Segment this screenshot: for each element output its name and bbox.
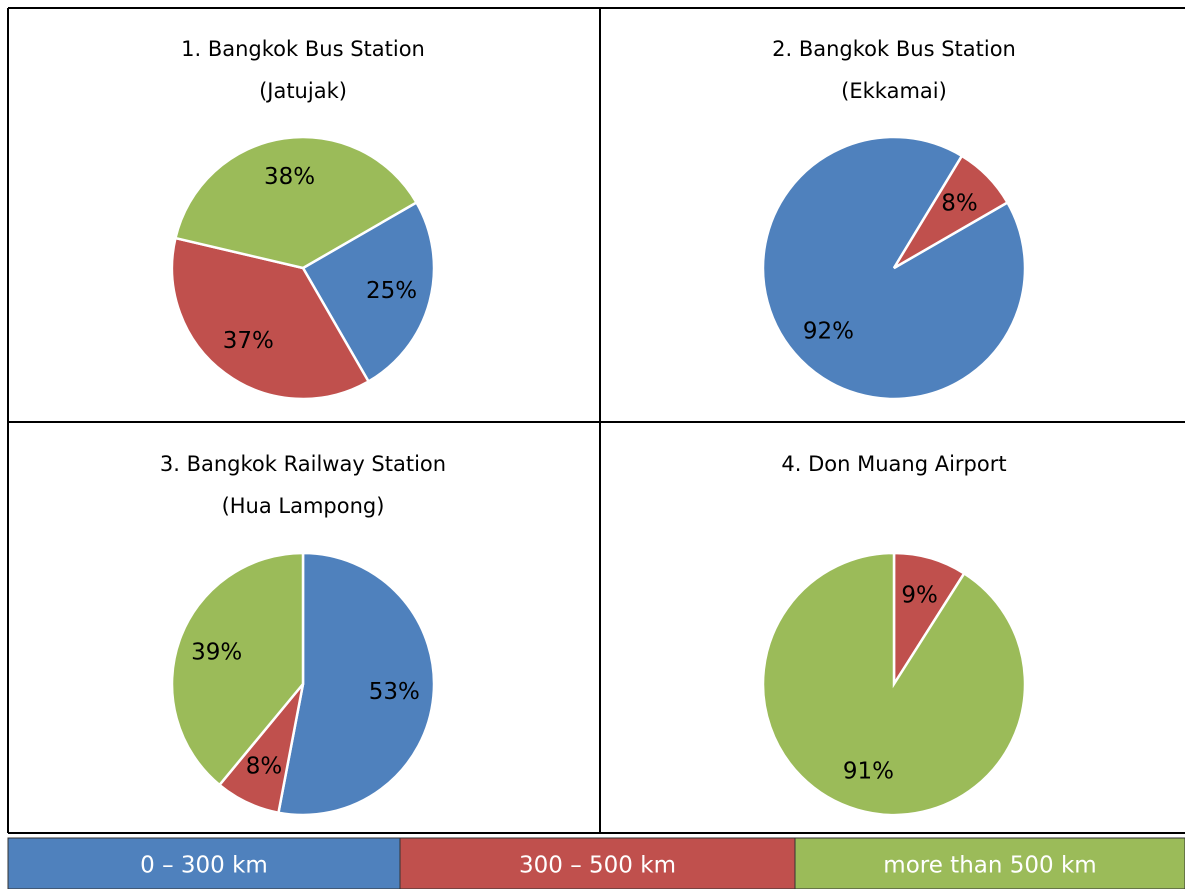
pie-slice xyxy=(301,200,436,384)
chart-title: 3. Bangkok Railway Station xyxy=(160,452,446,476)
chart-title: 4. Don Muang Airport xyxy=(781,452,1006,476)
legend-label: 0 – 300 km xyxy=(140,853,268,879)
data-label: 25% xyxy=(366,278,417,304)
data-label: 91% xyxy=(843,759,894,785)
legend-swatch xyxy=(794,837,1185,889)
data-label: 8% xyxy=(941,190,978,216)
legend-label: 300 – 500 km xyxy=(519,853,676,879)
chart-title: (Hua Lampong) xyxy=(222,494,385,518)
data-label: 39% xyxy=(191,639,242,665)
data-label: 8% xyxy=(246,753,283,779)
pie-slice xyxy=(170,236,371,401)
pie-slice xyxy=(173,135,419,270)
legend-swatch xyxy=(7,837,401,889)
chart-title: 2. Bangkok Bus Station xyxy=(772,37,1016,61)
pie-slice xyxy=(761,551,1027,817)
pie-slice xyxy=(892,154,1010,270)
data-label: 37% xyxy=(223,328,274,354)
chart-title: 1. Bangkok Bus Station xyxy=(181,37,425,61)
grid-frame xyxy=(7,7,1185,834)
chart-title: (Jatujak) xyxy=(259,79,347,103)
data-label: 92% xyxy=(803,319,854,345)
data-label: 38% xyxy=(264,164,315,190)
pie-slice xyxy=(170,551,305,787)
chart-title: (Ekkamai) xyxy=(841,79,947,103)
data-label: 9% xyxy=(901,582,938,608)
legend-label: more than 500 km xyxy=(883,853,1096,879)
data-label: 53% xyxy=(369,679,420,705)
pie-slice xyxy=(276,551,436,817)
